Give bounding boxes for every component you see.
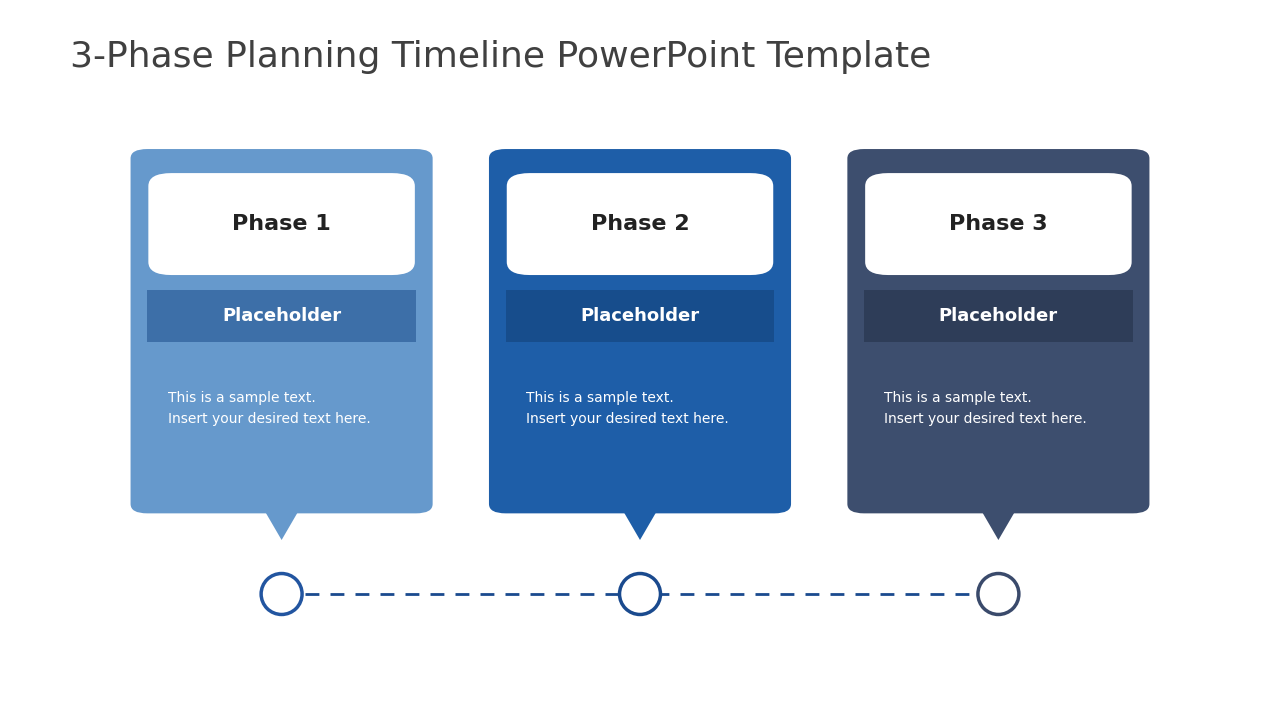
Text: Phase 2: Phase 2 xyxy=(590,214,690,234)
FancyBboxPatch shape xyxy=(489,149,791,513)
Ellipse shape xyxy=(620,574,660,614)
Text: Phase 3: Phase 3 xyxy=(948,214,1048,234)
Bar xyxy=(506,289,774,341)
FancyBboxPatch shape xyxy=(148,173,415,275)
Polygon shape xyxy=(259,500,305,540)
Text: This is a sample text.
Insert your desired text here.: This is a sample text. Insert your desir… xyxy=(884,390,1087,426)
Bar xyxy=(147,289,416,341)
FancyBboxPatch shape xyxy=(131,149,433,513)
Text: Placeholder: Placeholder xyxy=(580,307,700,325)
Text: 3-Phase Planning Timeline PowerPoint Template: 3-Phase Planning Timeline PowerPoint Tem… xyxy=(70,40,932,73)
Ellipse shape xyxy=(261,574,302,614)
Text: Placeholder: Placeholder xyxy=(938,307,1059,325)
Text: Placeholder: Placeholder xyxy=(221,307,342,325)
Ellipse shape xyxy=(978,574,1019,614)
FancyBboxPatch shape xyxy=(507,173,773,275)
Polygon shape xyxy=(975,500,1021,540)
Polygon shape xyxy=(617,500,663,540)
FancyBboxPatch shape xyxy=(847,149,1149,513)
Bar xyxy=(864,289,1133,341)
FancyBboxPatch shape xyxy=(865,173,1132,275)
Text: Phase 1: Phase 1 xyxy=(232,214,332,234)
Text: This is a sample text.
Insert your desired text here.: This is a sample text. Insert your desir… xyxy=(526,390,728,426)
Text: This is a sample text.
Insert your desired text here.: This is a sample text. Insert your desir… xyxy=(168,390,370,426)
